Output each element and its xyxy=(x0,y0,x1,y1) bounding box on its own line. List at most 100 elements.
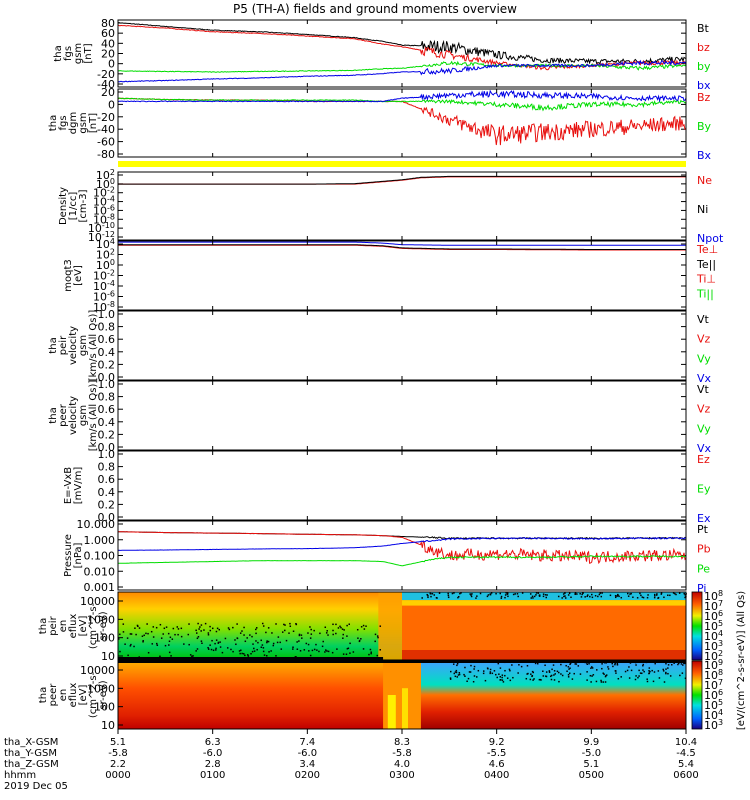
data-speckle xyxy=(167,632,170,635)
data-speckle xyxy=(684,677,687,680)
data-speckle xyxy=(571,678,574,680)
data-speckle xyxy=(122,631,125,633)
panel-7: E=-VxB [mV/m] Ez Ey Ex xyxy=(63,450,711,525)
data-speckle xyxy=(569,667,571,669)
data-speckle xyxy=(601,667,603,670)
data-speckle xyxy=(219,646,222,648)
data-speckle xyxy=(255,628,257,631)
ylabel-line: [cm-3] xyxy=(78,189,89,222)
data-speckle xyxy=(246,637,248,639)
data-speckle xyxy=(260,639,262,642)
y-tick-label: 60 xyxy=(101,27,115,40)
axis-tick-y_gsm: -5.0 xyxy=(582,748,602,759)
legend-Te⊥: Te⊥ xyxy=(696,243,718,256)
data-speckle xyxy=(453,672,456,675)
data-speckle xyxy=(660,592,663,594)
y-tick-label: -20 xyxy=(97,68,115,81)
data-speckle xyxy=(336,648,338,650)
data-speckle xyxy=(299,650,302,652)
data-speckle xyxy=(579,673,582,675)
ylabel-line: Density xyxy=(58,187,69,225)
data-speckle xyxy=(283,629,286,632)
data-speckle xyxy=(152,626,155,628)
data-speckle xyxy=(192,655,194,657)
axis-tick-y_gsm: -6.0 xyxy=(203,748,223,759)
data-speckle xyxy=(526,665,529,667)
data-speckle xyxy=(159,655,161,658)
data-speckle xyxy=(637,676,639,679)
data-speckle xyxy=(507,595,509,598)
data-speckle xyxy=(227,627,230,629)
data-speckle xyxy=(642,663,645,666)
y-tick-label: 1000 xyxy=(87,613,115,626)
axis-tick-x_gsm: 6.3 xyxy=(205,737,221,748)
data-speckle xyxy=(129,633,132,635)
data-speckle xyxy=(187,633,190,636)
data-speckle xyxy=(331,651,334,654)
y-tick-label: 1.000 xyxy=(84,534,116,547)
data-speckle xyxy=(563,595,565,598)
data-speckle xyxy=(575,663,578,665)
data-speckle xyxy=(681,672,684,674)
data-speckle xyxy=(647,594,649,596)
data-speckle xyxy=(570,596,572,599)
data-speckle xyxy=(277,636,280,638)
y-tick-label: 104 xyxy=(96,237,115,251)
ylabel-line: [nPa] xyxy=(73,542,84,568)
data-speckle xyxy=(591,667,594,669)
data-speckle xyxy=(349,652,351,654)
data-speckle xyxy=(486,595,489,598)
data-speckle xyxy=(611,662,613,665)
data-speckle xyxy=(379,649,381,651)
data-speckle xyxy=(463,673,465,676)
axis-tick-y_gsm: -6.0 xyxy=(298,748,318,759)
data-speckle xyxy=(191,655,193,658)
data-speckle xyxy=(544,664,546,667)
y-tick-label: 0.8 xyxy=(98,461,116,474)
data-speckle xyxy=(545,675,547,677)
data-speckle xyxy=(421,597,423,599)
data-speckle xyxy=(473,665,476,668)
data-speckle xyxy=(657,670,660,672)
data-speckle xyxy=(486,667,489,669)
data-speckle xyxy=(590,681,592,683)
data-speckle xyxy=(288,632,290,634)
colorbar-tick: 105 xyxy=(704,619,723,633)
data-speckle xyxy=(436,597,438,599)
data-speckle xyxy=(356,628,359,631)
data-speckle xyxy=(642,596,645,599)
series-Bz-line xyxy=(118,97,686,146)
legend-by: by xyxy=(697,60,711,73)
data-speckle xyxy=(495,673,497,676)
data-speckle xyxy=(204,622,207,625)
y-tick-label: 100 xyxy=(94,701,115,714)
data-speckle xyxy=(197,636,200,638)
data-speckle xyxy=(504,594,507,596)
data-speckle xyxy=(618,595,620,598)
data-speckle xyxy=(540,679,542,681)
data-speckle xyxy=(500,595,503,598)
data-speckle xyxy=(660,593,663,595)
data-speckle xyxy=(305,642,308,645)
data-speckle xyxy=(142,641,144,643)
data-speckle xyxy=(466,680,468,683)
y-tick-label: 0.2 xyxy=(98,428,116,441)
data-speckle xyxy=(159,623,162,626)
data-speckle xyxy=(142,640,144,642)
data-speckle xyxy=(552,664,555,666)
data-speckle xyxy=(635,664,637,666)
axis-tick-hhmm: 0500 xyxy=(579,770,604,781)
data-speckle xyxy=(525,677,528,680)
data-speckle xyxy=(326,630,328,632)
axis-tick-hhmm: 0600 xyxy=(673,770,698,781)
y-tick-label: 10-10 xyxy=(88,221,115,235)
data-speckle xyxy=(261,644,264,646)
data-speckle xyxy=(376,635,379,637)
colorbar-tick: 107 xyxy=(704,599,723,613)
data-speckle xyxy=(147,632,149,635)
y-tick-label: 10-4 xyxy=(93,279,115,293)
data-speckle xyxy=(332,629,334,632)
data-speckle xyxy=(170,655,172,657)
y-tick-label: 0.0 xyxy=(98,511,116,524)
data-speckle xyxy=(226,647,229,649)
